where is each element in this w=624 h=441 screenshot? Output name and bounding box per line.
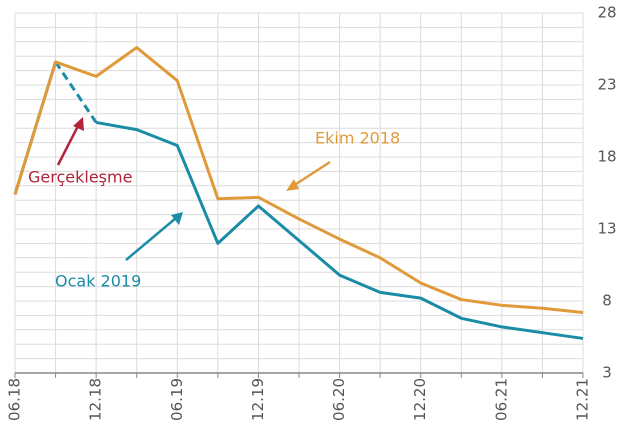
grid bbox=[14, 12, 584, 374]
arrow-head bbox=[286, 179, 299, 191]
annotation: Gerçekleşme bbox=[28, 168, 132, 187]
series-line bbox=[13, 46, 584, 315]
series-label: Ocak 2019 bbox=[55, 272, 141, 291]
x-tick-label: 06.18 bbox=[6, 378, 24, 421]
y-tick-label: 23 bbox=[597, 76, 616, 94]
x-tick-label: 12.21 bbox=[574, 378, 592, 421]
x-tick-label: 12.18 bbox=[87, 378, 105, 421]
series-label: Ekim 2018 bbox=[315, 129, 400, 148]
x-tick-label: 06.20 bbox=[330, 378, 348, 421]
y-tick-label: 13 bbox=[597, 220, 616, 238]
lines bbox=[13, 46, 584, 340]
arrow bbox=[56, 125, 80, 166]
arrow-head bbox=[171, 212, 183, 225]
y-tick-label: 8 bbox=[602, 292, 612, 310]
x-tick-label: 12.19 bbox=[249, 378, 267, 421]
x-tick-label: 06.19 bbox=[168, 378, 186, 421]
y-tick-label: 3 bbox=[602, 364, 612, 382]
x-tick-label: 12.20 bbox=[411, 378, 429, 421]
arrows bbox=[56, 117, 331, 261]
arrow bbox=[125, 217, 177, 261]
y-tick-label: 28 bbox=[597, 4, 616, 22]
series-line bbox=[95, 120, 584, 340]
y-tick-label: 18 bbox=[597, 148, 616, 166]
arrow-head bbox=[73, 117, 84, 131]
arrow bbox=[292, 160, 331, 188]
x-tick-label: 06.21 bbox=[492, 378, 510, 421]
